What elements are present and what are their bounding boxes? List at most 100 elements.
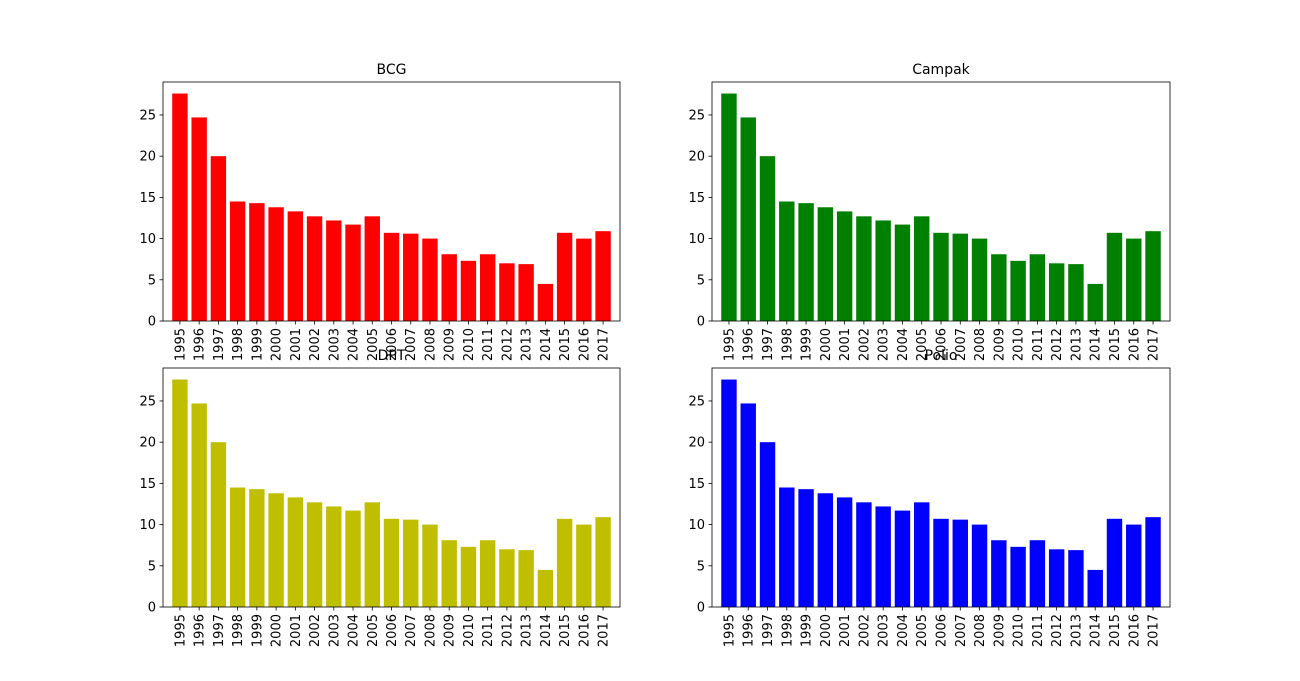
x-tick-label: 2009 bbox=[443, 614, 458, 647]
bar-2017 bbox=[595, 231, 611, 321]
x-tick-label: 2001 bbox=[838, 614, 853, 647]
subplot-2: Campak 0 5 10 15 20 25 1995 1996 1997 1998 1999 2000… bbox=[688, 62, 1171, 361]
x-tick-label: 2017 bbox=[597, 328, 612, 361]
bar-2016 bbox=[1126, 238, 1142, 321]
y-tick-label: 5 bbox=[148, 273, 156, 288]
x-tick-label: 1998 bbox=[780, 614, 795, 647]
x-tick-label: 2002 bbox=[857, 328, 872, 361]
x-tick-label: 2016 bbox=[1127, 328, 1142, 361]
x-tick-label: 2013 bbox=[520, 614, 535, 647]
x-tick-label: 2006 bbox=[385, 328, 400, 361]
y-tick-label: 10 bbox=[139, 232, 156, 247]
x-tick-label: 2000 bbox=[270, 328, 285, 361]
x-tick-label: 1995 bbox=[173, 614, 188, 647]
bar-2015 bbox=[1106, 232, 1123, 321]
bar-2013 bbox=[518, 264, 534, 321]
y-tick-label: 25 bbox=[139, 394, 156, 409]
bar-2015 bbox=[1106, 518, 1123, 607]
bar-2006 bbox=[383, 232, 400, 321]
y-tick-label: 0 bbox=[148, 315, 156, 330]
x-tick-label: 2004 bbox=[347, 328, 362, 361]
bar-2017 bbox=[1145, 231, 1161, 321]
bar-2006 bbox=[933, 518, 949, 607]
bar-2007 bbox=[952, 233, 968, 321]
bar-2011 bbox=[1029, 254, 1046, 321]
bar-2003 bbox=[326, 220, 342, 321]
bar-2005 bbox=[914, 502, 930, 607]
bar-2012 bbox=[1048, 263, 1065, 321]
bar-2006 bbox=[383, 518, 400, 607]
bar-2017 bbox=[595, 517, 611, 607]
bar-2004 bbox=[345, 224, 361, 321]
x-tick-label: 2005 bbox=[915, 614, 930, 647]
bar-2008 bbox=[971, 238, 988, 321]
bar-1998 bbox=[229, 201, 246, 321]
x-tick-label: 1996 bbox=[193, 328, 208, 361]
subplot-3: DPT 0 5 10 15 20 25 1995 1996 1997 1998 1999 2000 200… bbox=[139, 348, 621, 647]
bar-2003 bbox=[875, 506, 891, 607]
bar-1995 bbox=[172, 379, 188, 607]
bar-2007 bbox=[403, 233, 419, 321]
x-tick-label: 2016 bbox=[1127, 614, 1142, 647]
x-tick-label: 2002 bbox=[308, 328, 323, 361]
x-tick-label: 1999 bbox=[250, 328, 265, 361]
bar-1996 bbox=[740, 117, 756, 321]
x-tick-label: 2013 bbox=[1069, 328, 1084, 361]
x-tick-label: 2002 bbox=[308, 614, 323, 647]
bar-2011 bbox=[479, 540, 496, 607]
y-tick-label: 5 bbox=[697, 273, 705, 288]
x-tick-label: 2012 bbox=[1050, 614, 1065, 647]
bar-2009 bbox=[441, 254, 457, 321]
x-tick-label: 2014 bbox=[1089, 328, 1104, 361]
bar-1997 bbox=[759, 156, 776, 321]
x-tick-label: 2004 bbox=[896, 328, 911, 361]
bar-2011 bbox=[1029, 540, 1046, 607]
bar-2010 bbox=[460, 546, 477, 607]
y-tick-label: 10 bbox=[688, 232, 705, 247]
x-tick-label: 1997 bbox=[761, 328, 776, 361]
bar-2004 bbox=[894, 224, 911, 321]
x-tick-label: 2006 bbox=[935, 614, 950, 647]
bar-1999 bbox=[798, 489, 814, 607]
x-tick-label: 1995 bbox=[173, 328, 188, 361]
x-tick-label: 2003 bbox=[877, 614, 892, 647]
bar-2008 bbox=[422, 238, 438, 321]
x-tick-label: 2017 bbox=[597, 614, 612, 647]
x-tick-label: 2008 bbox=[973, 328, 988, 361]
x-tick-label: 2001 bbox=[289, 614, 304, 647]
bar-2010 bbox=[1010, 260, 1026, 321]
bar-2010 bbox=[460, 260, 477, 321]
x-tick-label: 2011 bbox=[481, 328, 496, 361]
bar-2009 bbox=[441, 540, 457, 607]
bar-1999 bbox=[249, 203, 265, 321]
x-tick-label: 1996 bbox=[742, 614, 757, 647]
x-tick-label: 1995 bbox=[722, 614, 737, 647]
x-tick-label: 2010 bbox=[1012, 614, 1027, 647]
x-tick-label: 1997 bbox=[212, 614, 227, 647]
bar-2004 bbox=[894, 510, 911, 607]
bar-2006 bbox=[933, 232, 949, 321]
subplot-title: Campak bbox=[912, 62, 970, 78]
bar-1998 bbox=[779, 201, 795, 321]
y-tick-label: 15 bbox=[139, 191, 156, 206]
bar-1997 bbox=[210, 442, 227, 607]
x-tick-label: 2000 bbox=[819, 614, 834, 647]
x-tick-label: 2011 bbox=[1031, 328, 1046, 361]
bar-2012 bbox=[1048, 549, 1065, 607]
bar-2011 bbox=[479, 254, 496, 321]
x-tick-label: 2010 bbox=[462, 328, 477, 361]
bar-2012 bbox=[499, 549, 515, 607]
bar-2000 bbox=[817, 493, 834, 607]
x-tick-label: 2011 bbox=[1031, 614, 1046, 647]
bar-2001 bbox=[287, 497, 304, 607]
x-tick-label: 2013 bbox=[1069, 614, 1084, 647]
bar-2009 bbox=[991, 540, 1007, 607]
x-tick-label: 1998 bbox=[780, 328, 795, 361]
x-tick-label: 2012 bbox=[500, 328, 515, 361]
y-tick-label: 20 bbox=[688, 436, 705, 451]
bar-1999 bbox=[798, 203, 814, 321]
x-tick-label: 2010 bbox=[462, 614, 477, 647]
bar-2012 bbox=[499, 263, 515, 321]
bar-2001 bbox=[836, 497, 853, 607]
